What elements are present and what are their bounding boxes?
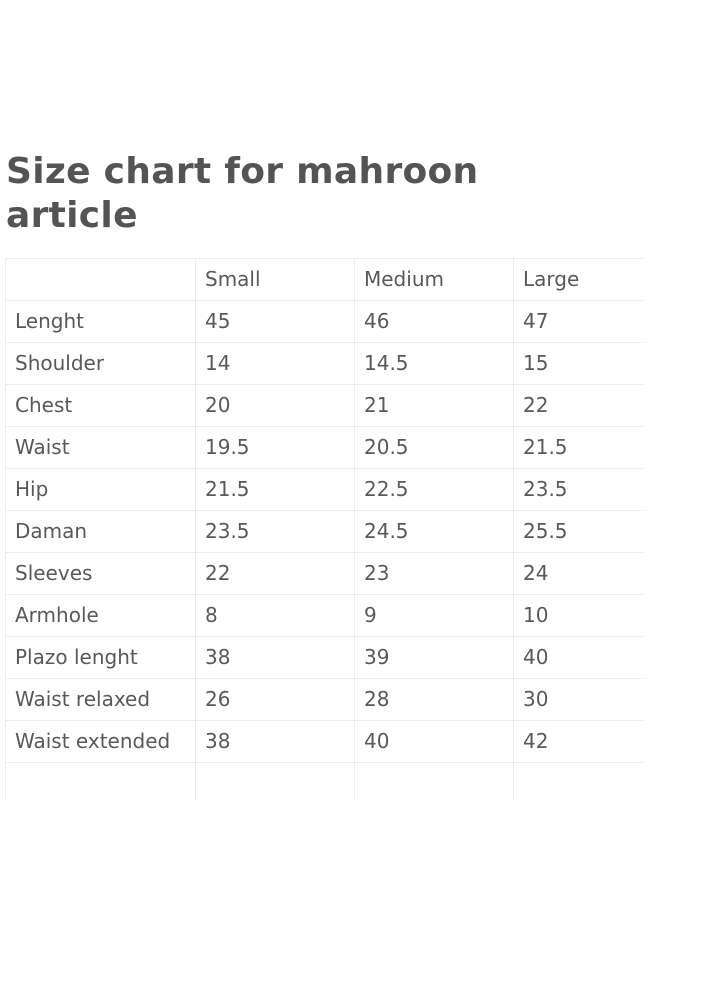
table-cell: 20 — [195, 384, 355, 427]
row-label: Sleeves — [5, 552, 196, 595]
table-cell: 22 — [195, 552, 355, 595]
table-cell: 40 — [354, 720, 514, 763]
table-cell: 39 — [354, 636, 514, 679]
table-row: Armhole 8 9 10 — [5, 594, 643, 637]
table-cell: 19.5 — [195, 426, 355, 469]
table-cell: 22.5 — [354, 468, 514, 511]
table-row: Daman 23.5 24.5 25.5 — [5, 510, 643, 553]
table-cell: 21 — [354, 384, 514, 427]
table-cell: 23 — [354, 552, 514, 595]
table-cell: 24.5 — [354, 510, 514, 553]
table-cell: 38 — [195, 720, 355, 763]
row-label: Plazo lenght — [5, 636, 196, 679]
column-header: Medium — [354, 258, 514, 301]
header-row: Small Medium Large — [5, 258, 643, 301]
table-row: Sleeves 22 23 24 — [5, 552, 643, 595]
table-cell: 45 — [195, 300, 355, 343]
table-cell: 47 — [513, 300, 643, 343]
table-cell: 40 — [513, 636, 643, 679]
table-cell: 21.5 — [513, 426, 643, 469]
table-row: Hip 21.5 22.5 23.5 — [5, 468, 643, 511]
table-cell: 10 — [513, 594, 643, 637]
row-label: Hip — [5, 468, 196, 511]
table-cell: 42 — [513, 720, 643, 763]
empty-cell — [513, 762, 643, 800]
table-cell: 14.5 — [354, 342, 514, 385]
table-cell: 24 — [513, 552, 643, 595]
table-row: Lenght 45 46 47 — [5, 300, 643, 343]
table-cell: 9 — [354, 594, 514, 637]
table-cell: 23.5 — [513, 468, 643, 511]
row-label: Waist relaxed — [5, 678, 196, 721]
column-header: Large — [513, 258, 643, 301]
size-chart-table: Small Medium Large Lenght 45 46 47 Shoulder 14 14… — [5, 258, 643, 800]
table-row: Waist relaxed 26 28 30 — [5, 678, 643, 721]
table-cell: 21.5 — [195, 468, 355, 511]
row-label: Chest — [5, 384, 196, 427]
table-cell: 28 — [354, 678, 514, 721]
table-cell: 38 — [195, 636, 355, 679]
empty-cell — [354, 762, 514, 800]
row-label: Armhole — [5, 594, 196, 637]
table-cell: 23.5 — [195, 510, 355, 553]
table-cell: 15 — [513, 342, 643, 385]
empty-cell — [5, 762, 196, 800]
table-cell: 8 — [195, 594, 355, 637]
row-label: Lenght — [5, 300, 196, 343]
empty-cell — [195, 762, 355, 800]
table-cell: 14 — [195, 342, 355, 385]
row-label: Shoulder — [5, 342, 196, 385]
table-row: Waist 19.5 20.5 21.5 — [5, 426, 643, 469]
empty-row — [5, 762, 643, 800]
row-label: Waist extended — [5, 720, 196, 763]
page-title: Size chart for mahroon article — [6, 151, 479, 236]
table-row: Waist extended 38 40 42 — [5, 720, 643, 763]
table-cell: 26 — [195, 678, 355, 721]
table-cell: 30 — [513, 678, 643, 721]
row-label: Waist — [5, 426, 196, 469]
table-cell: 20.5 — [354, 426, 514, 469]
table-row: Plazo lenght 38 39 40 — [5, 636, 643, 679]
table-cell: 22 — [513, 384, 643, 427]
column-header: Small — [195, 258, 355, 301]
column-header — [5, 258, 196, 301]
table-cell: 25.5 — [513, 510, 643, 553]
table-cell: 46 — [354, 300, 514, 343]
table-row: Shoulder 14 14.5 15 — [5, 342, 643, 385]
table-row: Chest 20 21 22 — [5, 384, 643, 427]
row-label: Daman — [5, 510, 196, 553]
